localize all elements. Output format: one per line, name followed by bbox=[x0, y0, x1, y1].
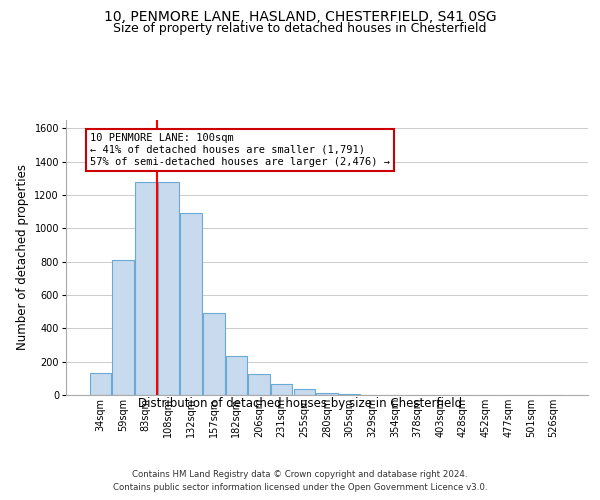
Bar bbox=[271, 384, 292, 395]
Text: Contains HM Land Registry data © Crown copyright and database right 2024.
Contai: Contains HM Land Registry data © Crown c… bbox=[113, 470, 487, 492]
Text: Distribution of detached houses by size in Chesterfield: Distribution of detached houses by size … bbox=[138, 398, 462, 410]
Bar bbox=[158, 182, 179, 395]
Y-axis label: Number of detached properties: Number of detached properties bbox=[16, 164, 29, 350]
Bar bbox=[226, 356, 247, 395]
Text: Size of property relative to detached houses in Chesterfield: Size of property relative to detached ho… bbox=[113, 22, 487, 35]
Bar bbox=[181, 214, 202, 395]
Bar bbox=[135, 182, 157, 395]
Bar bbox=[90, 374, 111, 395]
Bar bbox=[362, 394, 383, 395]
Bar bbox=[112, 260, 134, 395]
Bar bbox=[339, 394, 361, 395]
Bar bbox=[203, 314, 224, 395]
Text: 10 PENMORE LANE: 100sqm
← 41% of detached houses are smaller (1,791)
57% of semi: 10 PENMORE LANE: 100sqm ← 41% of detache… bbox=[90, 134, 390, 166]
Bar bbox=[316, 394, 338, 395]
Bar bbox=[293, 389, 315, 395]
Text: 10, PENMORE LANE, HASLAND, CHESTERFIELD, S41 0SG: 10, PENMORE LANE, HASLAND, CHESTERFIELD,… bbox=[104, 10, 496, 24]
Bar bbox=[248, 374, 270, 395]
